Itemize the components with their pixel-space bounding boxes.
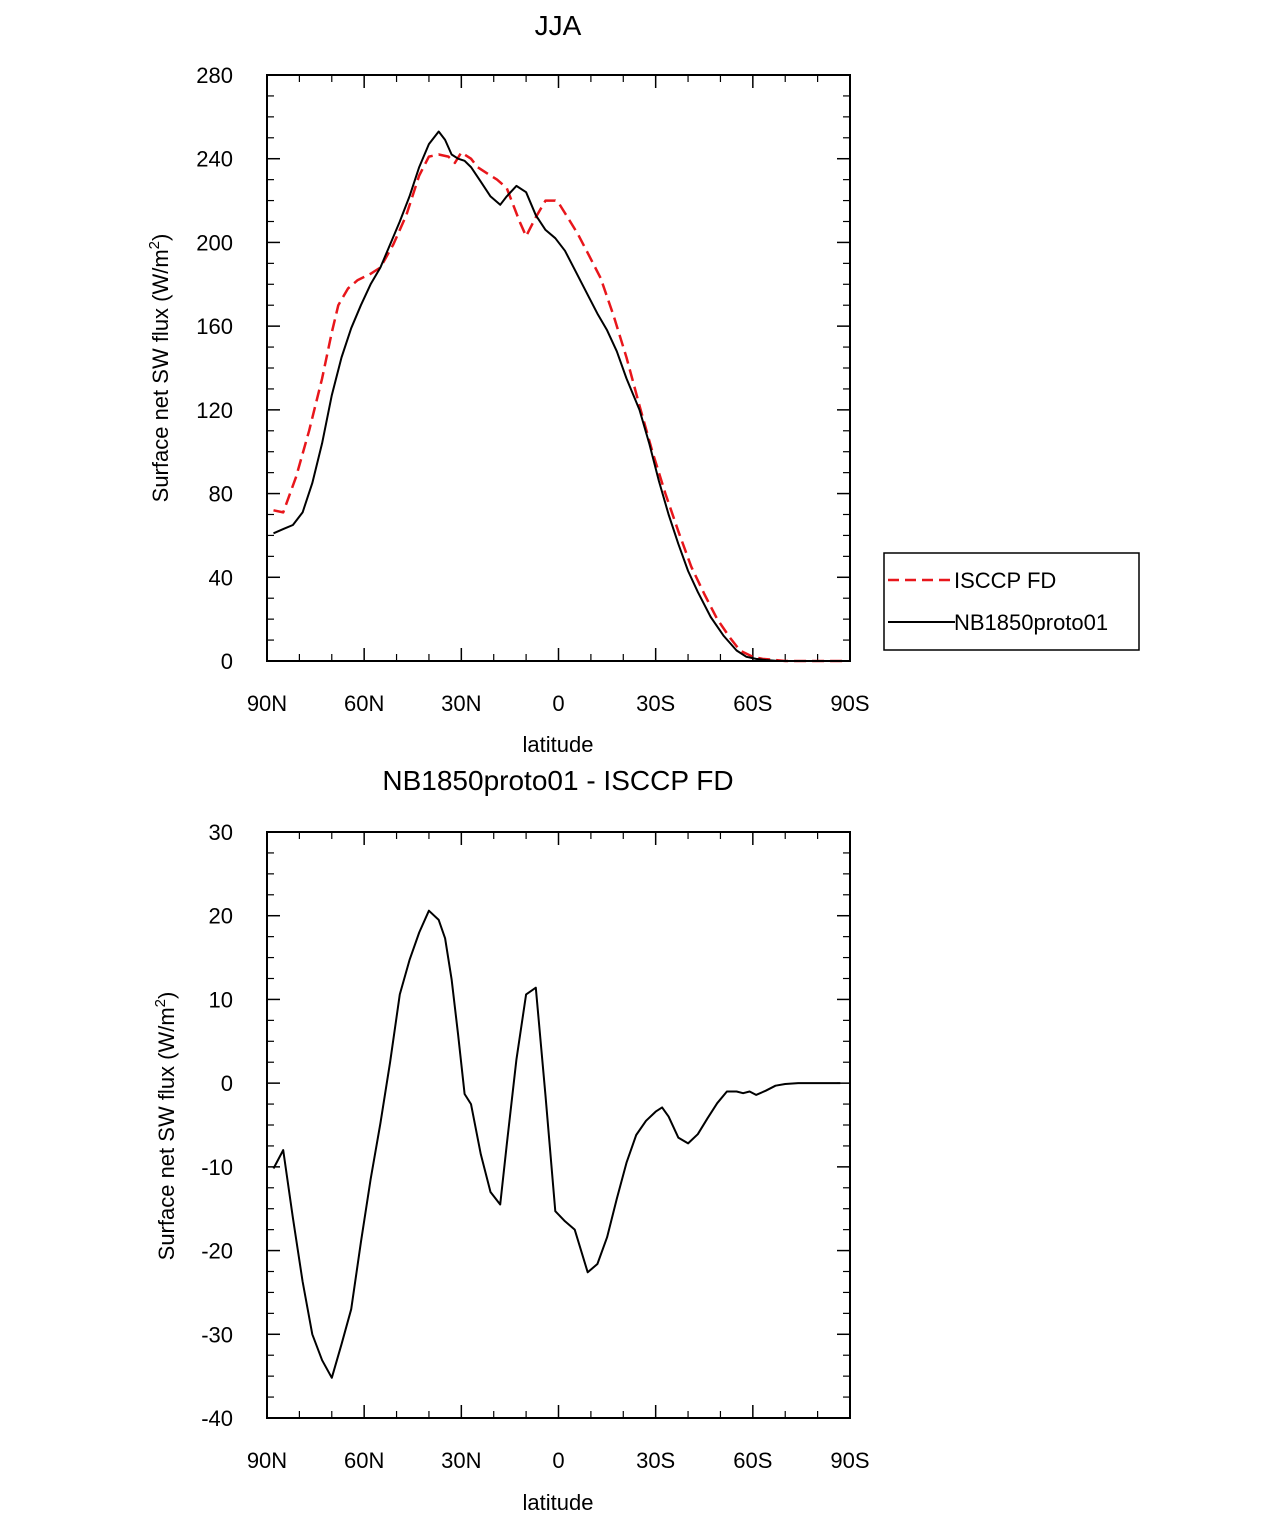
chart-difference: NB1850proto01 - ISCCP FD 90N 60N 30N 0 30S 60…: [152, 765, 870, 1515]
x-axis-label: latitude: [523, 732, 594, 757]
legend-label-isccp: ISCCP FD: [954, 568, 1056, 593]
x-tick-label: 30N: [441, 691, 481, 716]
series-line-isccp-fd: [273, 151, 844, 663]
chart-title: JJA: [535, 10, 582, 41]
y-tick-label: 30: [209, 820, 233, 845]
y-tick-label: 0: [221, 1071, 233, 1096]
plot-frame: [266, 831, 851, 1419]
y-tick-label: 10: [209, 987, 233, 1012]
chart-jja: JJA 90N 60N 30N 0 30S 60S 90S 0 40 80 120 160 200 240…: [146, 10, 1140, 757]
legend: ISCCP FD NB1850proto01: [883, 552, 1140, 651]
y-axis-label: Surface net SW flux (W/m2): [152, 992, 179, 1261]
y-tick-label: 240: [196, 147, 233, 172]
x-tick-label: 30N: [441, 1448, 481, 1473]
x-tick-label: 30S: [636, 691, 675, 716]
x-tick-label: 60N: [344, 691, 384, 716]
y-tick-label: 200: [196, 230, 233, 255]
series-line-nb1850proto01: [273, 130, 844, 662]
y-tick-label: 20: [209, 904, 233, 929]
y-tick-label: 160: [196, 314, 233, 339]
x-tick-label: 0: [552, 1448, 564, 1473]
y-tick-label: 280: [196, 63, 233, 88]
x-tick-label: 0: [552, 691, 564, 716]
plot-frame: [266, 74, 851, 662]
x-axis-label: latitude: [523, 1490, 594, 1515]
y-axis-label: Surface net SW flux (W/m2): [146, 234, 173, 503]
y-tick-label: -20: [201, 1239, 233, 1264]
x-tick-label: 30S: [636, 1448, 675, 1473]
chart-title: NB1850proto01 - ISCCP FD: [382, 765, 733, 796]
y-tick-label: 0: [221, 649, 233, 674]
legend-box: [883, 552, 1140, 651]
y-tick-label: 80: [209, 482, 233, 507]
y-tick-label: 120: [196, 398, 233, 423]
x-tick-label: 90N: [247, 1448, 287, 1473]
y-tick-label: 40: [209, 565, 233, 590]
x-tick-label: 60S: [733, 691, 772, 716]
x-tick-label: 90S: [830, 1448, 869, 1473]
x-tick-label: 60N: [344, 1448, 384, 1473]
series-line-nb1850proto01-isccp-fd: [272, 909, 841, 1379]
x-tick-label: 90N: [247, 691, 287, 716]
y-tick-label: -30: [201, 1322, 233, 1347]
x-tick-label: 60S: [733, 1448, 772, 1473]
y-tick-label: -10: [201, 1155, 233, 1180]
y-tick-label: -40: [201, 1406, 233, 1431]
legend-label-model: NB1850proto01: [954, 610, 1108, 635]
x-tick-label: 90S: [830, 691, 869, 716]
